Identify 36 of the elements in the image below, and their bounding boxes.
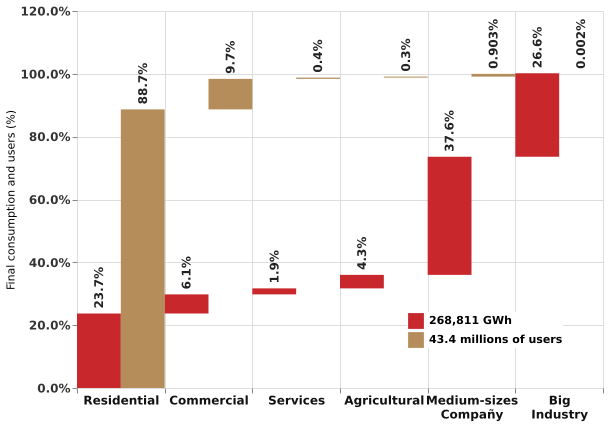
data-label: 6.1% [180, 256, 194, 290]
x-tick-label: Agricultural [344, 394, 424, 408]
y-tick-label: 60.0% [28, 193, 70, 207]
bar [515, 73, 560, 157]
data-label: 23.7% [92, 266, 106, 309]
y-tick-label: 0.0% [37, 382, 70, 396]
data-label: 0.002% [574, 18, 588, 69]
bar [120, 109, 165, 388]
data-label: 0.903% [486, 18, 500, 69]
x-tick-label: Residential [83, 394, 160, 408]
x-tick-label: Big Industry [531, 394, 588, 422]
bar [340, 274, 384, 288]
y-tick-label: 120.0% [20, 4, 70, 18]
data-label: 0.3% [398, 38, 413, 72]
data-label: 4.3% [354, 236, 369, 270]
y-tick-label: 20.0% [28, 318, 70, 333]
bar [252, 288, 296, 294]
x-tick-label: Commercial [169, 394, 249, 408]
x-tick-label: Medium-sizes Compañy [426, 394, 518, 422]
x-tick-label: Services [268, 394, 326, 408]
bar [164, 294, 208, 314]
y-tick-label: 80.0% [28, 130, 70, 144]
y-tick-label: 40.0% [28, 256, 70, 270]
data-label: 26.6% [530, 26, 544, 68]
y-axis-title: Final consumption and users (%) [4, 110, 18, 290]
data-label: 9.7% [223, 40, 238, 74]
data-label: 37.6% [442, 110, 457, 152]
legend-label: 43.4 millions of users [429, 333, 563, 346]
bar [428, 156, 472, 275]
data-label: 1.9% [267, 250, 282, 284]
data-label: 0.4% [311, 39, 326, 73]
bar [208, 78, 252, 110]
y-tick-label: 100.0% [20, 67, 70, 82]
legend-label: 268,811 GWh [429, 314, 512, 327]
data-label: 88.7% [136, 62, 150, 104]
bar [77, 314, 121, 388]
